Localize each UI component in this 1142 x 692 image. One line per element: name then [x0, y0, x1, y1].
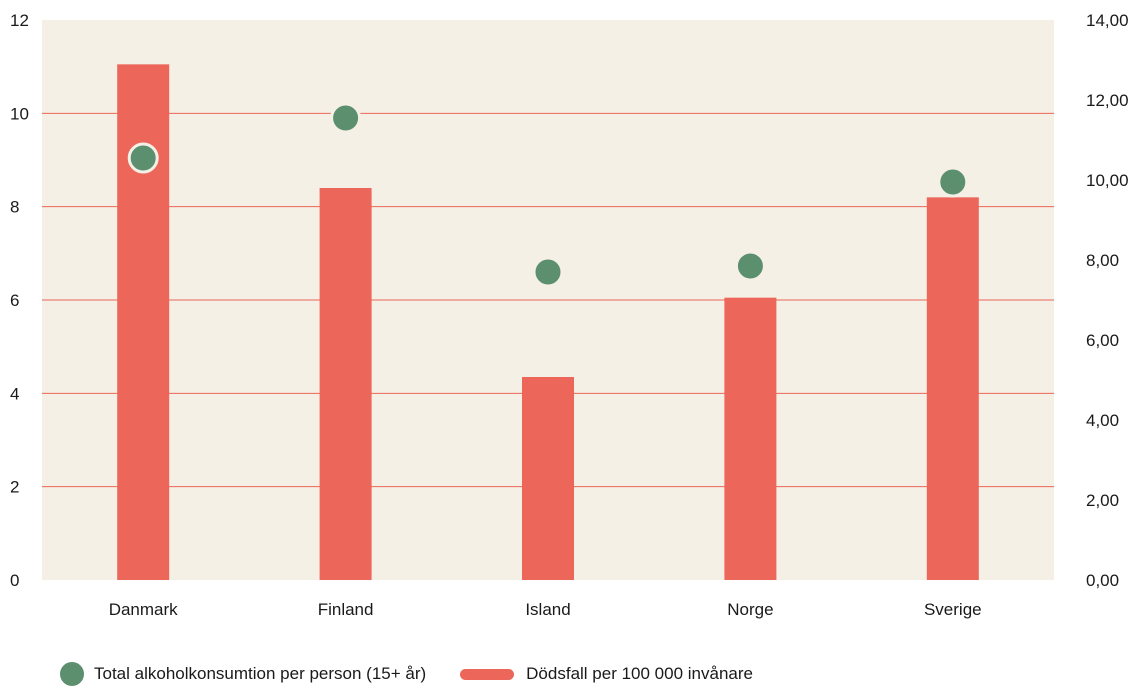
dot-danmark [127, 142, 159, 174]
x-tick-label: Island [525, 600, 570, 619]
y-right-tick-label: 8,00 [1086, 251, 1119, 270]
bar-sverige [926, 197, 979, 581]
y-left-tick-label: 0 [10, 571, 19, 590]
bar-norge [724, 297, 777, 580]
y-right-tick-label: 6,00 [1086, 331, 1119, 350]
bar-island [522, 377, 574, 580]
dot-island [532, 256, 564, 288]
x-tick-label: Sverige [924, 600, 982, 619]
legend-item-deaths: Dödsfall per 100 000 invånare [460, 664, 753, 684]
dot-sverige [937, 166, 969, 198]
y-right-tick-label: 4,00 [1086, 411, 1119, 430]
bar-finland [319, 188, 372, 580]
x-tick-label: Danmark [109, 600, 178, 619]
legend-dot-swatch [60, 662, 84, 686]
legend-label-consumption: Total alkoholkonsumtion per person (15+ … [94, 664, 427, 683]
y-right-tick-label: 0,00 [1086, 571, 1119, 590]
y-right-tick-label: 2,00 [1086, 491, 1119, 510]
y-left-tick-label: 4 [10, 384, 19, 403]
x-tick-label: Norge [727, 600, 773, 619]
legend-item-consumption: Total alkoholkonsumtion per person (15+ … [60, 662, 426, 686]
y-right-tick-label: 14,00 [1086, 11, 1129, 30]
y-left-tick-label: 10 [10, 104, 29, 123]
dot-norge [734, 250, 766, 282]
dot-finland [330, 102, 362, 134]
legend-bar-swatch [460, 668, 515, 680]
y-right-tick-label: 10,00 [1086, 171, 1129, 190]
y-left-tick-label: 6 [10, 291, 19, 310]
y-left-tick-label: 2 [10, 478, 19, 497]
y-left-tick-label: 8 [10, 198, 19, 217]
legend-label-deaths: Dödsfall per 100 000 invånare [526, 664, 753, 683]
chart-legend: Total alkoholkonsumtion per person (15+ … [60, 662, 787, 686]
y-right-tick-label: 12,00 [1086, 91, 1129, 110]
bar-danmark [117, 64, 170, 581]
y-left-tick-label: 12 [10, 11, 29, 30]
x-tick-label: Finland [318, 600, 374, 619]
